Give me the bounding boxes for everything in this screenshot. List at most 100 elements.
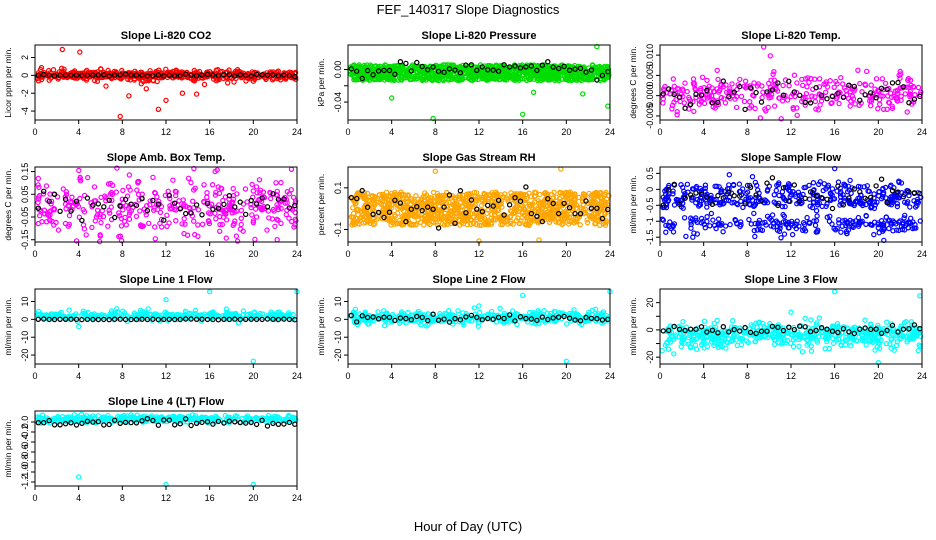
data-points [347,43,612,122]
black-point [726,93,732,100]
data-point [238,207,245,214]
black-point [577,65,584,72]
data-point [256,177,263,183]
data-point [204,189,210,196]
x-tick-label: 24 [292,371,302,381]
data-point [884,106,890,113]
outlier-point [530,89,537,96]
data-point [816,76,823,82]
black-point [769,175,776,181]
data-point [131,72,137,78]
black-point [270,72,276,78]
data-point [66,307,72,313]
data-point [243,78,249,84]
y-tick-label: -10 [20,331,30,344]
x-tick-label: 8 [433,127,438,137]
data-point [116,75,123,81]
data-point [364,62,370,68]
black-point [539,62,546,68]
data-point [856,102,862,109]
data-point [898,71,904,77]
data-point [881,106,887,113]
black-point [797,92,803,99]
black-point [791,182,798,188]
data-point [377,63,383,70]
data-point [671,83,678,90]
data-point [426,75,432,81]
black-point [430,64,436,70]
data-point [126,216,133,222]
data-point [189,198,196,204]
data-point [76,167,82,174]
black-point [561,63,567,70]
data-point [253,214,260,220]
data-point [233,233,240,239]
data-point [126,172,133,178]
data-point [238,215,244,221]
data-point [274,236,280,243]
data-point [809,93,815,99]
y-tick-label: 0 [645,187,655,192]
x-tick-label: 20 [248,371,258,381]
x-tick-label: 16 [205,249,215,259]
data-point [106,210,113,216]
x-tick-label: 0 [32,371,37,381]
data-point [137,208,143,214]
y-tick-label: 0 [20,73,30,78]
data-point [768,94,774,100]
black-point [275,72,282,79]
data-point [179,221,185,227]
black-point [671,91,677,98]
black-point [523,184,529,190]
figure-title: FEF_140317 Slope Diagnostics [377,2,560,17]
data-point [790,104,796,111]
data-point [771,68,777,75]
data-point [164,212,170,218]
data-point [877,101,883,107]
data-point [754,83,761,89]
data-point [736,181,743,187]
data-point [671,202,678,208]
black-point [106,73,112,79]
data-point [43,71,49,78]
data-point [829,221,835,227]
black-point [566,67,573,73]
data-point [804,214,810,221]
data-point [510,75,517,81]
black-point [720,78,727,84]
data-point [663,229,669,235]
data-point [895,98,901,104]
black-point [392,71,398,78]
data-point [671,99,677,105]
x-tick-label: 24 [292,249,302,259]
black-point [506,64,513,70]
x-tick-label: 12 [161,127,171,137]
data-point [879,76,886,82]
data-point [886,99,892,106]
black-point [463,62,469,68]
black-point [737,83,743,90]
data-point [213,215,219,222]
black-point [199,212,205,218]
data-point [850,96,857,102]
black-point [457,187,464,194]
data-point [170,177,176,183]
data-point [823,81,829,87]
black-point [397,59,404,65]
data-point [212,210,218,217]
data-point [715,216,722,222]
data-point [273,180,279,186]
data-point [188,179,194,186]
data-point [889,105,896,112]
black-point [182,71,189,77]
black-point [237,72,243,78]
black-point [46,72,52,79]
black-point [594,77,600,83]
data-point [670,188,676,194]
black-point [419,63,425,70]
data-point [152,236,158,242]
data-point [388,75,394,81]
data-point [674,112,680,118]
y-tick-label: 0 [20,317,30,322]
data-point [894,88,901,94]
